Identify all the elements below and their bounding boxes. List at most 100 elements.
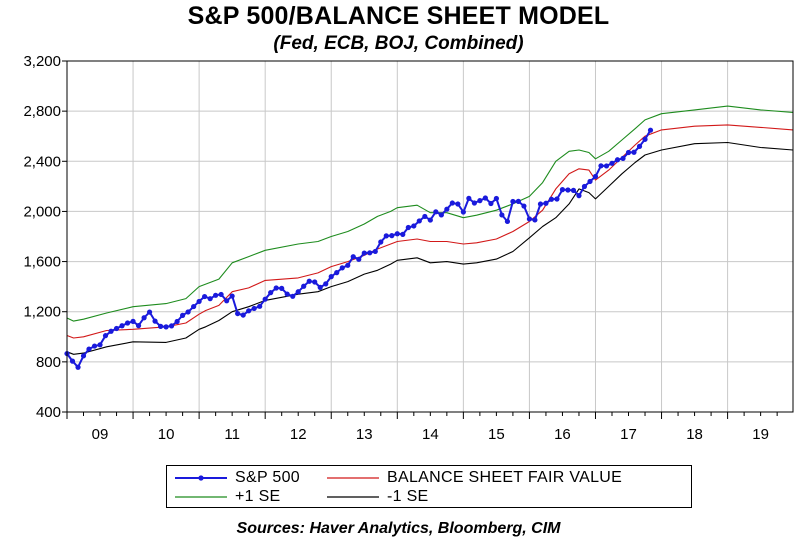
axis-ticks: 400 800 1,200 1,600 2,000 2,400 2,800 3,200 09 10… <box>23 53 778 443</box>
sp500-point <box>620 155 626 162</box>
sp500-point <box>570 187 577 193</box>
sp500-point <box>152 318 158 324</box>
sp500-point <box>521 203 527 209</box>
source-note: Sources: Haver Analytics, Bloomberg, CIM <box>236 520 561 537</box>
x-tick-label: 10 <box>158 426 175 443</box>
sp500-point <box>389 233 395 239</box>
sp500-point <box>113 325 120 332</box>
legend-label-minus-se: -1 SE <box>387 488 429 505</box>
y-tick-label: 2,400 <box>23 153 61 170</box>
sp500-point <box>526 216 533 222</box>
x-tick-label: 18 <box>686 426 703 443</box>
sp500-point <box>515 198 521 204</box>
sp500-point <box>548 196 555 202</box>
sp500-point <box>587 178 593 185</box>
sp500-point <box>537 201 544 207</box>
x-tick-label: 14 <box>422 426 439 443</box>
sp500-point <box>339 265 345 271</box>
legend-swatch-fair-value <box>327 477 379 479</box>
sp500-point <box>174 318 180 325</box>
sp500-point <box>411 223 417 229</box>
sp500-point <box>636 143 643 149</box>
sp500-point <box>273 285 279 291</box>
sp500-point <box>102 333 109 339</box>
legend-swatch-sp500 <box>175 475 227 481</box>
y-tick-label: 1,200 <box>23 304 61 321</box>
sp500-point <box>80 353 87 359</box>
sp500-point <box>642 136 648 142</box>
series-line-0 <box>66 129 652 369</box>
sp500-point <box>603 163 610 169</box>
sp500-point <box>218 291 224 298</box>
sp500-point <box>279 285 285 291</box>
sp500-point <box>416 218 422 224</box>
sp500-point <box>69 358 76 364</box>
sp500-point <box>499 212 505 218</box>
sp500-point <box>251 305 257 312</box>
sp500-point <box>108 328 114 334</box>
sp500-point <box>378 239 384 245</box>
series-markers <box>64 127 654 370</box>
legend-label-plus-se: +1 SE <box>235 488 281 505</box>
y-tick-label: 400 <box>36 404 61 421</box>
sp500-point <box>130 318 136 324</box>
sp500-point <box>433 209 439 215</box>
sp500-point <box>543 200 549 206</box>
sp500-point <box>284 291 290 297</box>
sp500-point <box>295 289 301 295</box>
y-tick-label: 800 <box>36 354 61 371</box>
x-tick-label: 12 <box>290 426 307 443</box>
sp500-point <box>146 309 153 315</box>
sp500-point <box>400 231 406 237</box>
sp500-point <box>482 195 488 201</box>
x-tick-label: 17 <box>620 426 637 443</box>
sp500-point <box>609 160 615 166</box>
sp500-point <box>422 213 428 220</box>
sp500-point <box>213 292 219 298</box>
sp500-point <box>224 298 230 304</box>
sp500-point <box>191 303 197 310</box>
sp500-point <box>460 209 466 215</box>
legend-swatch-minus-se <box>327 496 379 498</box>
sp500-point <box>504 218 511 225</box>
sp500-point <box>532 217 538 223</box>
sp500-point <box>449 200 455 206</box>
y-tick-label: 1,600 <box>23 254 61 271</box>
sp500-point <box>554 196 560 202</box>
sp500-point <box>246 308 252 314</box>
sp500-point <box>455 201 461 207</box>
series-line-1 <box>66 124 794 339</box>
x-tick-label: 16 <box>554 426 571 443</box>
x-tick-label: 11 <box>224 426 240 443</box>
sp500-point <box>97 342 103 348</box>
series-line-2 <box>66 105 794 322</box>
x-tick-label: 19 <box>752 426 769 443</box>
chart-title: S&P 500/BALANCE SHEET MODEL <box>187 2 610 30</box>
sp500-point <box>647 127 654 133</box>
sp500-point <box>625 149 632 156</box>
sp500-point <box>565 187 571 193</box>
sp500-point <box>394 231 400 237</box>
sp500-point <box>372 248 378 255</box>
sp500-point <box>444 206 450 212</box>
sp500-point <box>328 274 334 280</box>
sp500-point <box>75 364 81 370</box>
series-line-3 <box>66 141 794 355</box>
sp500-point <box>405 224 411 231</box>
sp500-point <box>631 149 637 155</box>
sp500-point <box>180 312 186 318</box>
sp500-point <box>240 312 246 318</box>
sp500-point <box>361 250 367 256</box>
sp500-point <box>471 200 477 206</box>
sp500-point <box>438 212 444 218</box>
sp500-point <box>488 200 494 207</box>
y-tick-label: 3,200 <box>23 53 61 70</box>
sp500-point <box>427 217 433 223</box>
sp500-point <box>141 315 147 321</box>
sp500-point <box>367 250 373 256</box>
x-tick-label: 09 <box>92 426 109 443</box>
sp500-point <box>576 193 582 199</box>
sp500-point <box>383 233 389 239</box>
sp500-point <box>229 293 235 299</box>
series-lines <box>66 105 794 369</box>
